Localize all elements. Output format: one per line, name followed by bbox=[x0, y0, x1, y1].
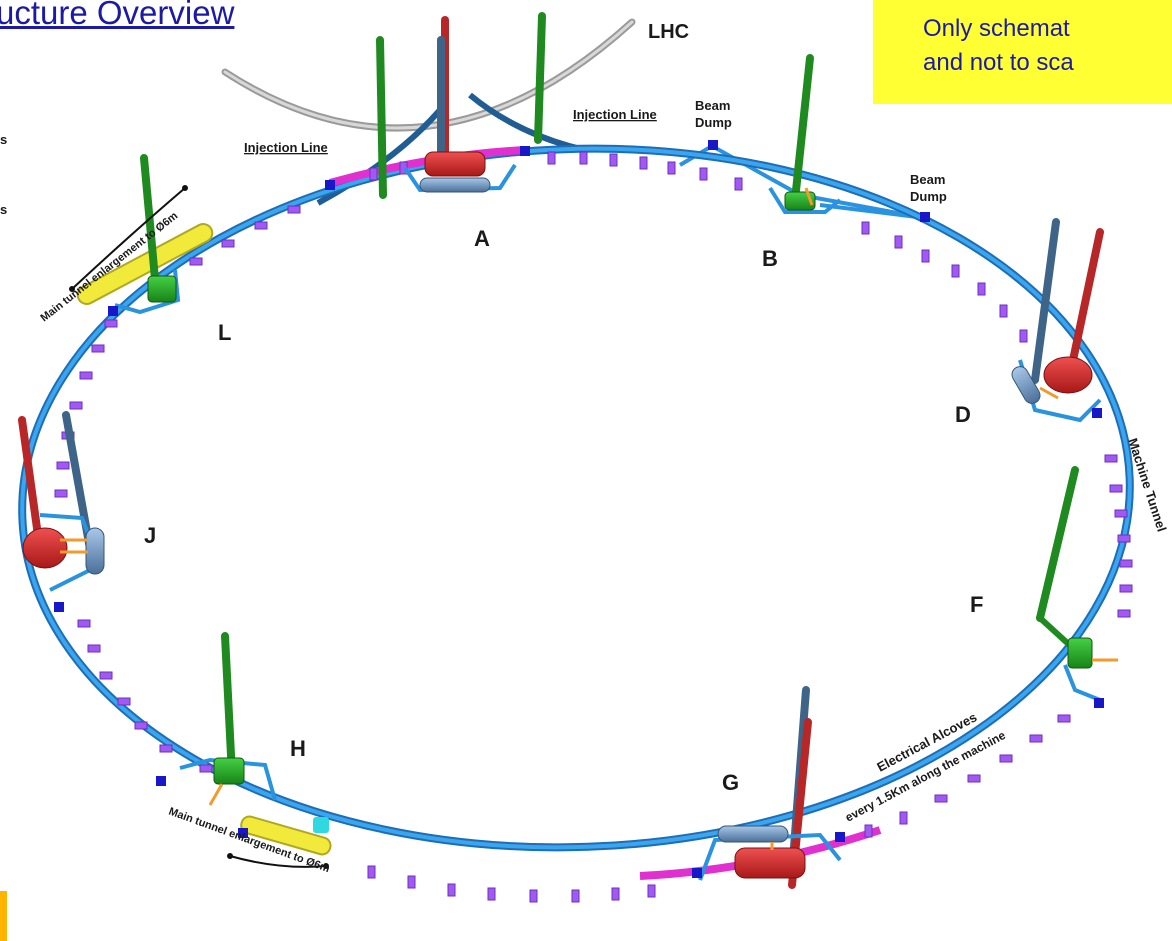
point-b-label: B bbox=[762, 246, 778, 271]
page-title: ucture Overview bbox=[0, 0, 235, 31]
site-a bbox=[376, 12, 546, 199]
point-g-label: G bbox=[722, 770, 739, 795]
enlargement-bottom-marker bbox=[229, 855, 327, 868]
site-b bbox=[768, 54, 842, 214]
point-a-label: A bbox=[474, 226, 490, 251]
site-g bbox=[698, 686, 842, 889]
beam-dump-2-line-2: Dump bbox=[910, 189, 947, 204]
beam-dump-2-line-1: Beam bbox=[910, 172, 945, 187]
site-d bbox=[1011, 218, 1104, 423]
site-f bbox=[1036, 466, 1118, 702]
edge-s-2: s bbox=[0, 202, 7, 217]
point-f-label: F bbox=[970, 592, 983, 617]
note-line-1: Only schemat bbox=[923, 15, 1070, 42]
note-text: Only schemat and not to sca bbox=[923, 12, 1074, 80]
beam-dump-1-line-1: Beam bbox=[695, 98, 730, 113]
site-h bbox=[179, 632, 277, 806]
lhc-label: LHC bbox=[648, 21, 689, 43]
enlargement-top-marker bbox=[71, 187, 186, 290]
site-l bbox=[114, 154, 181, 315]
enlargement-bottom bbox=[240, 815, 332, 856]
lhc-arc bbox=[221, 18, 636, 132]
point-j-label: J bbox=[144, 523, 156, 548]
point-d-label: D bbox=[955, 402, 971, 427]
injection-line-left-label: Injection Line bbox=[244, 140, 328, 155]
orange-tab bbox=[0, 891, 7, 941]
injection-line-right-label: Injection Line bbox=[573, 107, 657, 122]
ring-junctions bbox=[54, 140, 1104, 878]
injection-line-right bbox=[468, 92, 586, 153]
note-box: Only schemat and not to sca bbox=[873, 0, 1172, 104]
edge-s-1: s bbox=[0, 132, 7, 147]
point-l-label: L bbox=[218, 320, 231, 345]
alcoves bbox=[54, 151, 1133, 903]
site-j bbox=[18, 411, 105, 592]
enlargement-top bbox=[76, 223, 214, 305]
note-line-2: and not to sca bbox=[923, 49, 1074, 76]
point-h-label: H bbox=[290, 736, 306, 761]
beam-dump-1-line-2: Dump bbox=[695, 115, 732, 130]
